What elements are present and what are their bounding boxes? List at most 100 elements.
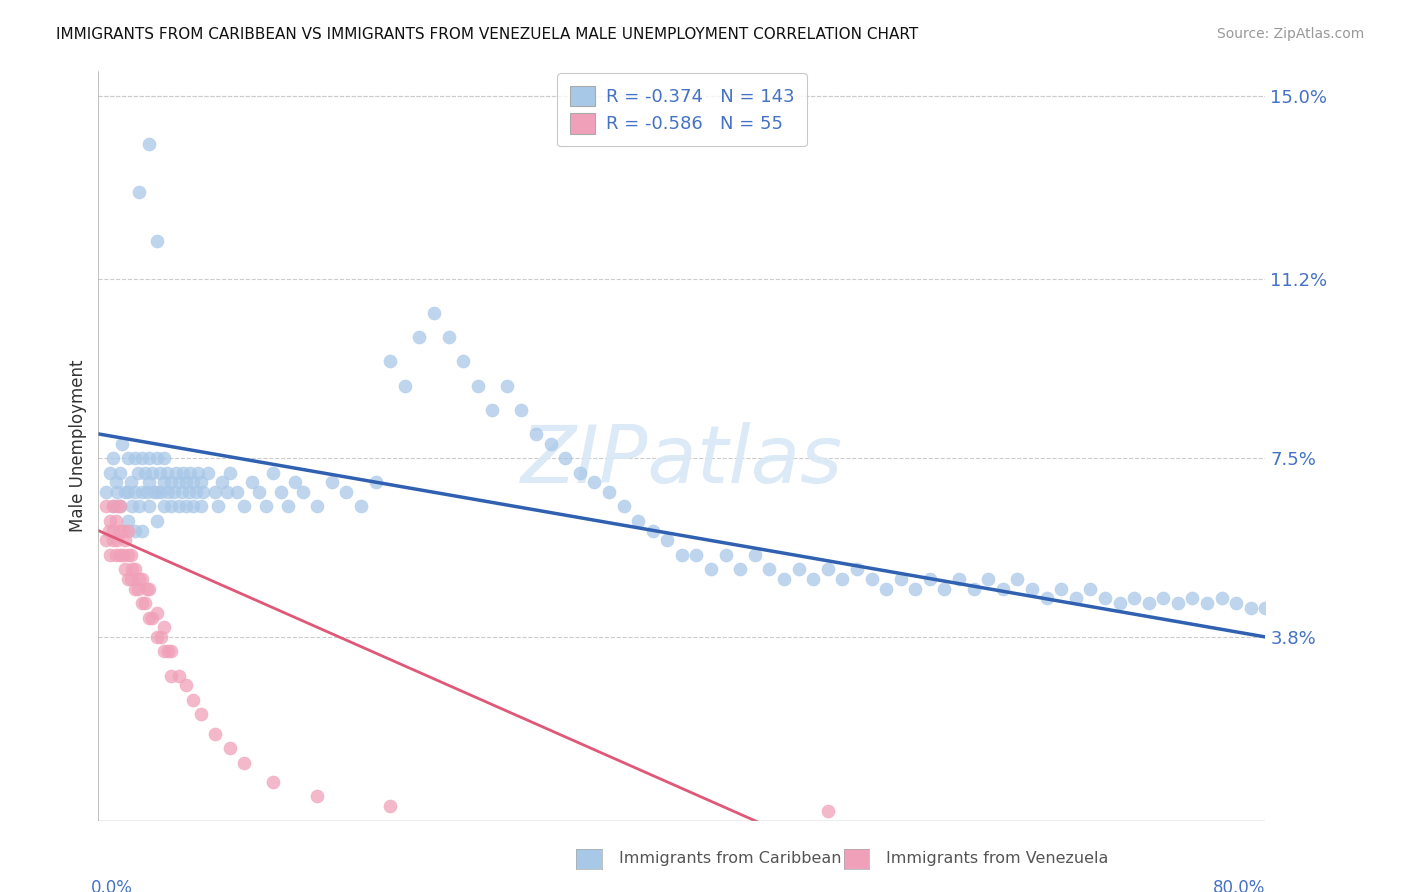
Point — [146, 451, 169, 466]
Point — [131, 572, 153, 586]
Point — [128, 500, 150, 514]
Point — [104, 514, 127, 528]
Point — [104, 548, 127, 562]
Point — [247, 484, 270, 499]
Point — [150, 484, 173, 499]
Point — [226, 484, 249, 499]
Point — [98, 466, 121, 480]
Point — [801, 572, 824, 586]
Point — [510, 402, 533, 417]
Point — [773, 572, 796, 586]
Point — [1094, 591, 1116, 606]
Point — [1211, 591, 1233, 606]
Point — [121, 562, 143, 576]
Point — [131, 451, 153, 466]
Point — [540, 436, 562, 450]
Point — [554, 451, 576, 466]
Point — [128, 185, 150, 199]
Point — [277, 500, 299, 514]
Point — [1167, 596, 1189, 610]
Point — [134, 466, 156, 480]
Point — [110, 466, 132, 480]
Point — [120, 548, 142, 562]
Point — [197, 466, 219, 480]
Point — [758, 562, 780, 576]
Point — [350, 500, 373, 514]
Point — [98, 548, 121, 562]
Point — [117, 524, 139, 538]
Point — [138, 610, 160, 624]
Point — [380, 799, 402, 814]
Point — [233, 500, 256, 514]
Point — [153, 644, 176, 658]
Point — [685, 548, 707, 562]
Point — [167, 500, 190, 514]
Point — [641, 524, 664, 538]
Point — [598, 484, 620, 499]
Point — [179, 466, 201, 480]
Point — [977, 572, 1000, 586]
Point — [117, 514, 139, 528]
Point — [110, 500, 132, 514]
Point — [524, 426, 547, 441]
Point — [172, 466, 194, 480]
Point — [117, 572, 139, 586]
Point — [167, 668, 190, 682]
Point — [134, 596, 156, 610]
Point — [934, 582, 956, 596]
Text: IMMIGRANTS FROM CARIBBEAN VS IMMIGRANTS FROM VENEZUELA MALE UNEMPLOYMENT CORRELA: IMMIGRANTS FROM CARIBBEAN VS IMMIGRANTS … — [56, 27, 918, 42]
Point — [1152, 591, 1174, 606]
Point — [568, 466, 591, 480]
Point — [380, 354, 402, 368]
Point — [124, 451, 146, 466]
Point — [831, 572, 853, 586]
Point — [787, 562, 810, 576]
Point — [146, 606, 169, 620]
Point — [860, 572, 883, 586]
Text: Immigrants from Venezuela: Immigrants from Venezuela — [886, 851, 1108, 865]
Point — [218, 466, 240, 480]
Point — [105, 533, 128, 548]
Point — [153, 475, 176, 490]
Point — [437, 330, 460, 344]
Point — [193, 484, 215, 499]
Point — [270, 484, 292, 499]
Point — [138, 451, 160, 466]
Text: 80.0%: 80.0% — [1213, 879, 1265, 892]
Point — [1108, 596, 1130, 610]
Point — [110, 524, 132, 538]
Point — [875, 582, 897, 596]
Point — [101, 524, 124, 538]
Point — [114, 562, 136, 576]
Point — [1021, 582, 1043, 596]
Point — [111, 436, 134, 450]
Point — [112, 524, 135, 538]
Point — [117, 548, 139, 562]
Point — [94, 500, 117, 514]
Point — [1254, 601, 1277, 615]
Point — [170, 484, 193, 499]
Point — [163, 484, 186, 499]
Point — [467, 378, 489, 392]
Point — [160, 500, 183, 514]
Point — [141, 610, 163, 624]
Point — [142, 484, 165, 499]
Point — [186, 484, 208, 499]
Point — [153, 451, 176, 466]
Point — [307, 789, 329, 804]
Point — [157, 644, 180, 658]
Point — [262, 775, 284, 789]
Point — [181, 500, 204, 514]
Point — [1195, 596, 1218, 610]
Point — [174, 500, 197, 514]
Point — [131, 596, 153, 610]
Point — [1181, 591, 1204, 606]
Point — [187, 466, 209, 480]
Point — [291, 484, 314, 499]
Point — [1035, 591, 1057, 606]
Point — [181, 693, 204, 707]
Point — [335, 484, 357, 499]
Point — [190, 707, 212, 722]
Point — [105, 484, 128, 499]
Point — [218, 741, 240, 756]
